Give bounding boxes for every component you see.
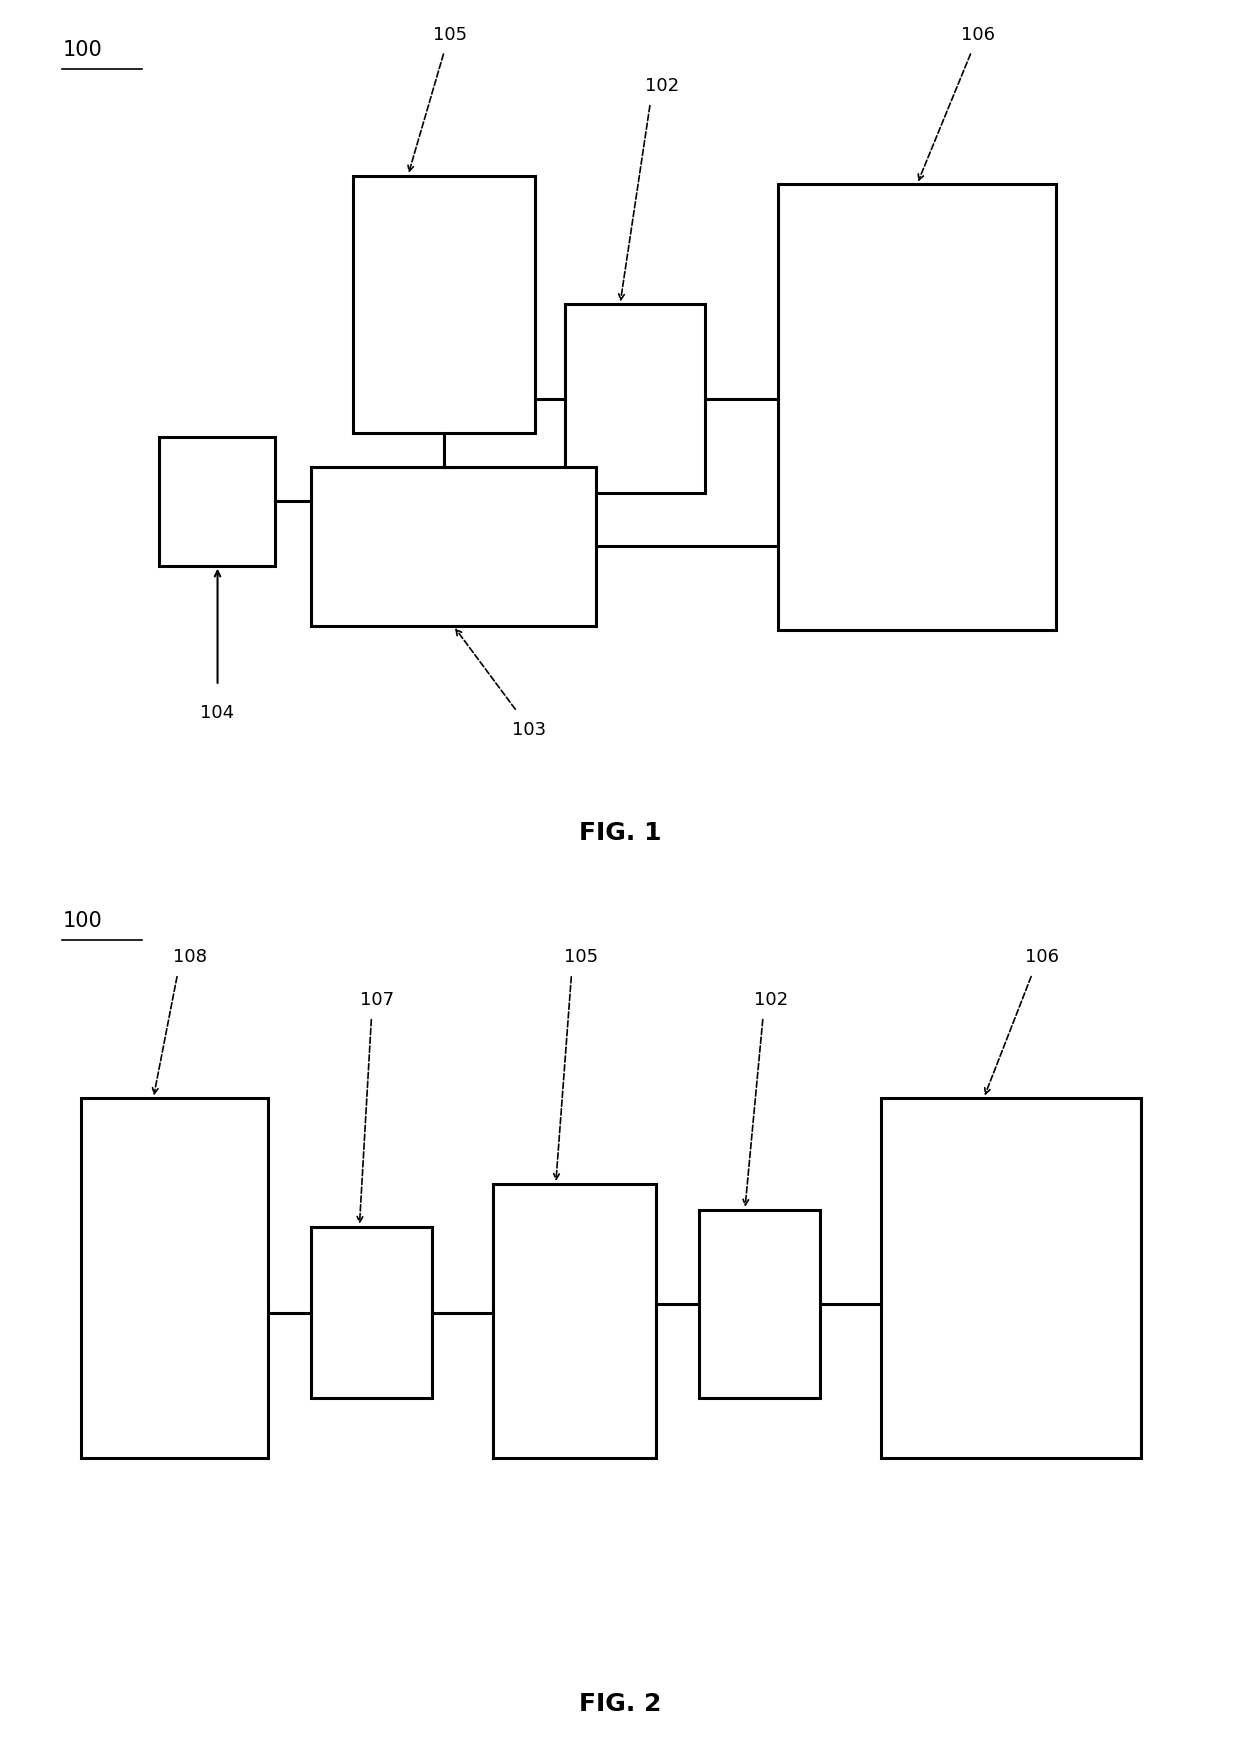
Bar [353,177,536,433]
Text: 103: 103 [512,721,546,739]
Text: 102: 102 [754,990,789,1009]
Bar [565,305,704,493]
Text: 100: 100 [62,911,102,930]
Bar [699,1209,820,1399]
Text: 102: 102 [645,77,680,95]
Bar [880,1099,1141,1458]
Bar [777,186,1056,630]
Text: FIG. 1: FIG. 1 [579,821,661,844]
Text: 106: 106 [961,26,994,44]
Text: 105: 105 [564,948,598,965]
Text: 106: 106 [1024,948,1059,965]
Bar [81,1099,268,1458]
Text: 100: 100 [62,40,102,60]
Text: 104: 104 [201,704,234,721]
Bar [492,1185,656,1458]
Text: 107: 107 [361,990,394,1009]
Text: FIG. 2: FIG. 2 [579,1692,661,1715]
Bar [311,1227,432,1399]
Text: 105: 105 [433,26,467,44]
Bar [160,439,274,567]
Text: 108: 108 [172,948,207,965]
Bar [311,469,595,627]
